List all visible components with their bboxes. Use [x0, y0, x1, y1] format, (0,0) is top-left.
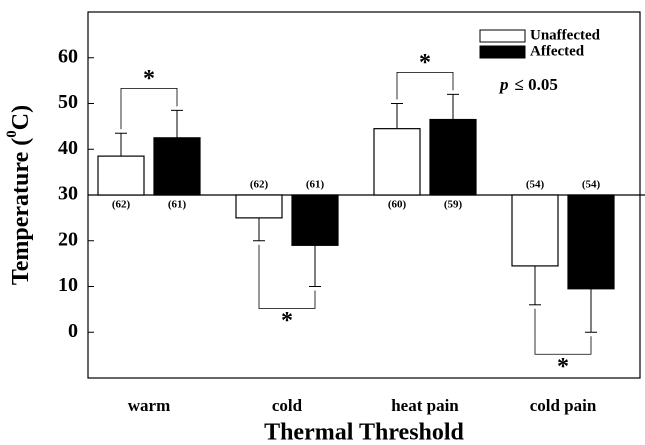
bar — [511, 194, 559, 267]
y-tick-label: 50 — [58, 91, 78, 113]
significance-star: * — [281, 308, 293, 334]
x-tick-label: cold pain — [530, 396, 597, 415]
y-label-post: C) — [8, 105, 34, 130]
legend-swatch — [479, 29, 526, 43]
y-tick-label: 40 — [58, 137, 78, 159]
n-label: (54) — [526, 179, 545, 191]
significance-star: * — [419, 50, 431, 76]
legend-label: Affected — [530, 43, 585, 59]
n-label: (61) — [306, 179, 325, 191]
y-tick-label: 20 — [58, 228, 78, 250]
x-tick-label: heat pain — [391, 396, 459, 415]
bar — [97, 155, 145, 196]
n-label: (59) — [444, 199, 463, 211]
bar — [429, 118, 477, 196]
n-label: (61) — [168, 199, 187, 211]
n-label: (54) — [582, 179, 601, 191]
y-tick-label: 30 — [58, 183, 78, 205]
n-label: (62) — [250, 179, 269, 191]
bar — [373, 128, 421, 196]
significance-bracket — [396, 71, 454, 100]
x-axis-label: Thermal Threshold — [264, 420, 464, 445]
significance-bracket — [534, 308, 592, 355]
bar — [567, 194, 615, 290]
p-symbol: p — [498, 75, 509, 94]
x-tick-label: cold — [272, 396, 303, 415]
y-tick-label: 0 — [68, 320, 78, 342]
bar — [291, 194, 339, 246]
legend-label: Unaffected — [530, 27, 601, 43]
significance-bracket — [258, 244, 316, 309]
y-label-pre: Temperature ( — [8, 138, 34, 285]
n-label: (62) — [112, 199, 131, 211]
x-tick-label: warm — [128, 396, 170, 415]
n-label: (60) — [388, 199, 407, 211]
significance-bracket — [120, 87, 178, 130]
y-label-sup: 0 — [4, 130, 20, 138]
y-tick-label: 60 — [58, 45, 78, 67]
y-tick-label: 10 — [58, 274, 78, 296]
bar — [153, 137, 201, 196]
p-value: p ≤ 0.05 — [498, 75, 558, 94]
y-axis-label: Temperature (0C) — [4, 105, 33, 285]
legend-swatch — [479, 45, 526, 59]
significance-star: * — [557, 354, 569, 380]
bar — [235, 194, 283, 219]
significance-star: * — [143, 66, 155, 92]
p-threshold: ≤ 0.05 — [515, 75, 558, 94]
